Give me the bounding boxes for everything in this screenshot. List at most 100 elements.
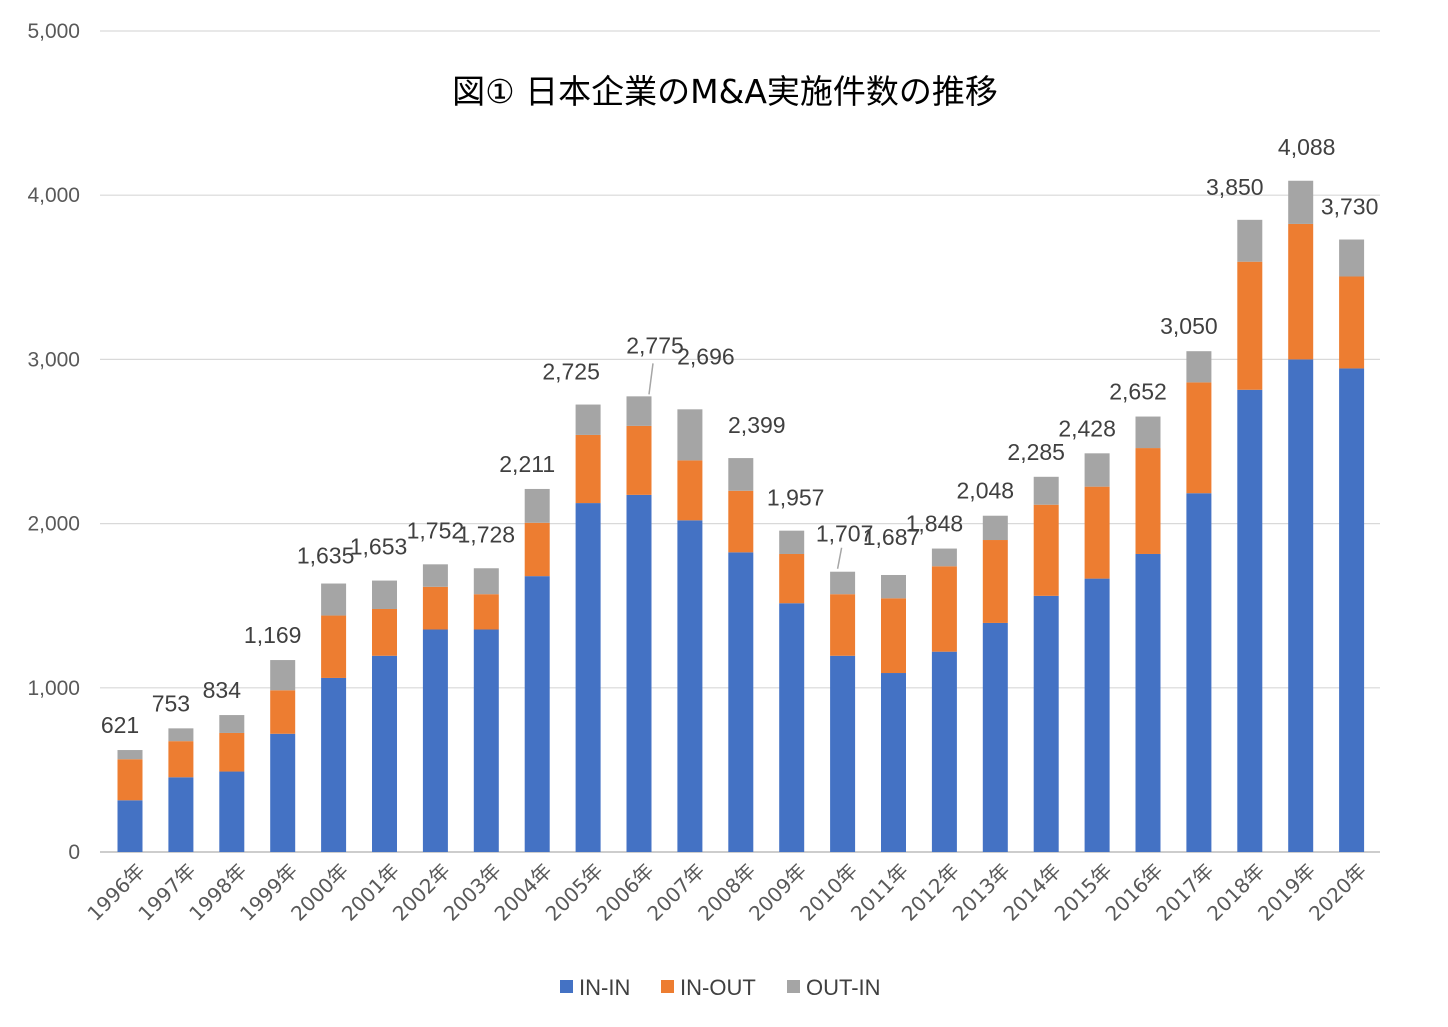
total-label: 1,957 (767, 485, 825, 511)
total-label: 753 (152, 690, 190, 716)
total-label: 2,211 (499, 451, 555, 477)
x-tick-label: 2020年 (1304, 859, 1371, 926)
bar-out-in (422, 564, 448, 587)
legend-label: IN-OUT (680, 975, 756, 1000)
bar-in-in (422, 629, 448, 852)
bar-in-in (1186, 493, 1212, 852)
x-axis: 1996年1997年1998年1999年2000年2001年2002年2003年… (82, 859, 1371, 926)
bar-out-in (1339, 239, 1365, 277)
bar-in-in (270, 733, 296, 852)
bar-in-in (830, 655, 856, 852)
legend: IN-IN IN-OUT OUT-IN (560, 975, 881, 1000)
bar-in-in (524, 576, 550, 852)
bar-out-in (372, 580, 397, 609)
bar-out-in (1186, 351, 1212, 383)
bar-out-in (270, 660, 296, 691)
bar-in-out (422, 586, 448, 630)
bar-in-out (982, 540, 1008, 623)
bar-in-out (372, 608, 397, 656)
bar-in-out (1288, 223, 1314, 360)
y-tick-label: 0 (68, 841, 80, 864)
bar-out-in (931, 548, 957, 567)
total-label: 2,048 (957, 478, 1015, 504)
total-label: 1,707 (816, 521, 874, 547)
total-label: 3,850 (1206, 174, 1264, 200)
bar-out-in (982, 515, 1008, 541)
bar-out-in (524, 488, 550, 523)
bar-out-in (881, 574, 906, 599)
total-label: 2,652 (1109, 379, 1167, 405)
bar-in-in (982, 622, 1008, 852)
bar-in-in (881, 673, 906, 852)
bar-in-in (117, 800, 143, 852)
y-tick-label: 5,000 (27, 20, 80, 43)
bar-in-out (1186, 382, 1212, 494)
bar-in-out (1084, 486, 1110, 579)
bar-out-in (1135, 416, 1161, 449)
bar-in-in (677, 520, 703, 852)
y-tick-label: 3,000 (27, 348, 80, 371)
total-label: 2,428 (1058, 415, 1116, 441)
total-label: 2,399 (728, 412, 786, 438)
bar-in-out (270, 690, 296, 734)
bar-in-out (626, 425, 652, 495)
bar-in-out (1135, 448, 1161, 554)
bar-in-in (1084, 578, 1110, 852)
bar-in-in (779, 603, 805, 852)
bar-in-out (117, 759, 143, 801)
bar-in-out (677, 460, 703, 521)
bar-out-in (575, 404, 601, 435)
total-label: 1,635 (297, 543, 355, 569)
bar-in-out (728, 490, 754, 553)
bar-in-in (728, 552, 754, 852)
y-tick-label: 2,000 (27, 513, 80, 536)
bar-in-in (1135, 553, 1161, 852)
bar-out-in (1288, 180, 1314, 224)
total-label: 3,050 (1160, 313, 1218, 339)
bar-in-out (1033, 504, 1059, 596)
total-label: 1,687 (863, 524, 921, 550)
bar-in-in (931, 651, 957, 852)
bar-in-out (524, 522, 550, 577)
bar-in-in (1237, 389, 1263, 852)
bar-in-out (931, 566, 957, 652)
bar-in-in (219, 771, 245, 852)
legend-swatch (560, 980, 573, 993)
bar-in-out (219, 732, 245, 772)
bar-in-in (321, 677, 347, 852)
bar-out-in (830, 571, 856, 595)
y-tick-label: 4,000 (27, 184, 80, 207)
bar-out-in (1033, 476, 1059, 505)
total-label: 834 (203, 677, 242, 703)
bar-in-in (473, 629, 499, 852)
bar-in-out (779, 553, 805, 604)
bar-in-out (1237, 261, 1263, 390)
bar-in-in (626, 494, 652, 852)
bar-in-out (321, 615, 347, 678)
total-label: 2,285 (1007, 439, 1065, 465)
bar-in-out (575, 434, 601, 504)
total-label: 3,730 (1321, 194, 1379, 220)
bar-in-in (575, 503, 601, 852)
bar-out-in (473, 568, 499, 595)
bar-in-in (1288, 359, 1314, 852)
total-label: 4,088 (1278, 134, 1336, 160)
bar-out-in (728, 458, 754, 491)
chart-title: 図① 日本企業のM&A実施件数の推移 (452, 72, 998, 111)
total-label: 1,848 (906, 511, 964, 537)
leader-line (836, 547, 843, 569)
y-tick-label: 1,000 (27, 677, 80, 700)
bar-in-in (168, 777, 194, 852)
bar-out-in (779, 530, 805, 554)
bar-out-in (626, 396, 652, 426)
total-label: 2,725 (542, 359, 600, 385)
total-label: 621 (101, 712, 139, 738)
bar-out-in (219, 715, 245, 733)
bar-out-in (1084, 453, 1110, 487)
bar-in-out (168, 741, 194, 778)
total-label: 1,752 (407, 517, 465, 543)
legend-label: IN-IN (579, 975, 630, 1000)
leader-line (648, 363, 654, 395)
